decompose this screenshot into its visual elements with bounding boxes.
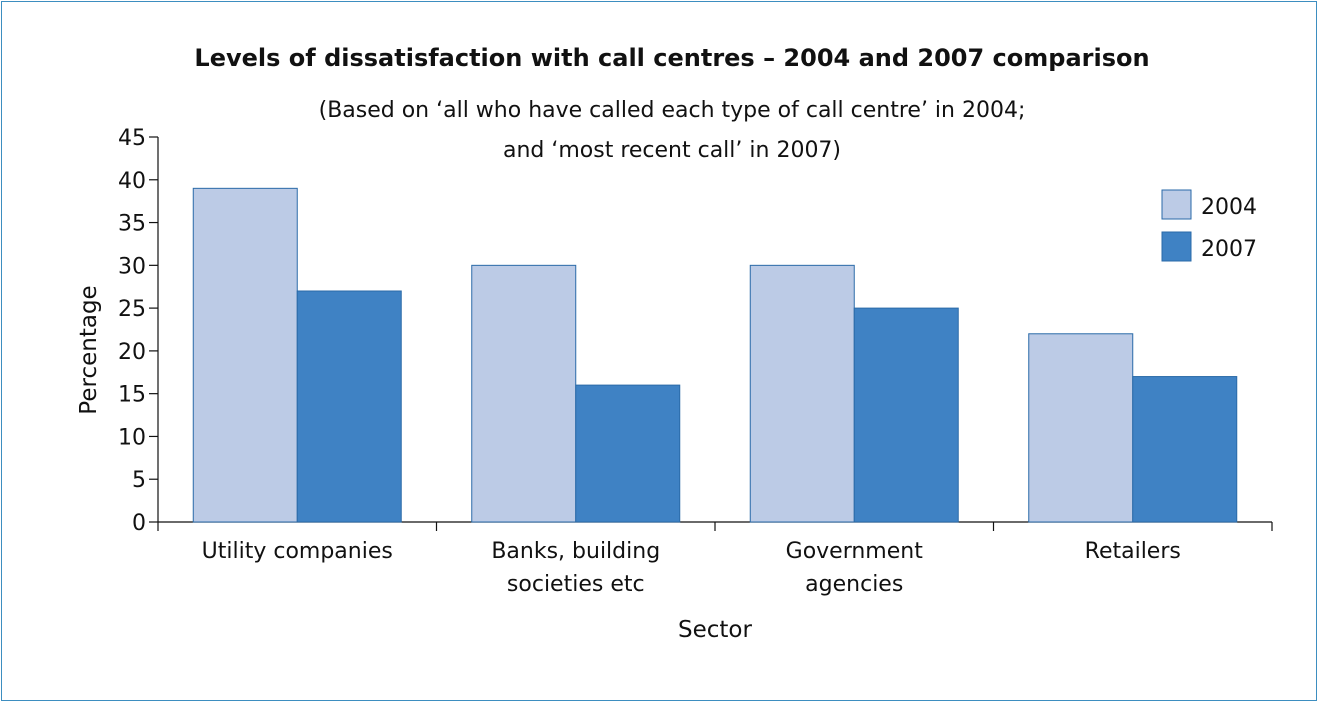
legend-label: 2007 bbox=[1201, 237, 1257, 262]
y-tick-label: 15 bbox=[118, 383, 146, 408]
chart-title: Levels of dissatisfaction with call cent… bbox=[194, 44, 1149, 72]
y-tick-label: 20 bbox=[118, 340, 146, 365]
axes: 0 5 10 15 20 25 30 35 40 45 Utility companies Banks… bbox=[118, 126, 1273, 597]
x-category-label: Government bbox=[786, 539, 924, 564]
y-tick-label: 30 bbox=[118, 254, 146, 279]
x-category-label: Utility companies bbox=[202, 539, 393, 564]
bars bbox=[192, 187, 1238, 523]
chart-subtitle-line-1: (Based on ‘all who have called each type… bbox=[319, 98, 1026, 123]
x-category-label: Banks, building bbox=[491, 539, 660, 564]
legend-label: 2004 bbox=[1201, 195, 1257, 220]
legend: 2004 2007 bbox=[1161, 189, 1257, 262]
bar-2004 bbox=[192, 187, 298, 523]
bar-2007 bbox=[296, 290, 402, 523]
y-axis-label: Percentage bbox=[76, 285, 102, 414]
x-category-label: agencies bbox=[805, 572, 903, 597]
bar-2004 bbox=[1028, 333, 1134, 523]
bar-2007 bbox=[1132, 376, 1238, 523]
bar-2007 bbox=[853, 307, 959, 523]
x-category-label: Retailers bbox=[1085, 539, 1181, 564]
y-tick-label: 5 bbox=[132, 468, 146, 493]
bar-2004 bbox=[749, 264, 855, 523]
bar-2007 bbox=[575, 384, 681, 523]
y-tick-label: 25 bbox=[118, 297, 146, 322]
chart-subtitle-line-2: and ‘most recent call’ in 2007) bbox=[503, 138, 841, 163]
y-tick-label: 0 bbox=[132, 511, 146, 536]
chart: Levels of dissatisfaction with call cent… bbox=[76, 44, 1273, 643]
y-tick-label: 40 bbox=[118, 169, 146, 194]
legend-swatch-2007 bbox=[1161, 231, 1192, 262]
y-tick-label: 10 bbox=[118, 425, 146, 450]
x-category-label: societies etc bbox=[507, 572, 645, 597]
y-tick-label: 35 bbox=[118, 212, 146, 237]
legend-swatch-2004 bbox=[1161, 189, 1192, 220]
x-axis-label: Sector bbox=[678, 617, 752, 643]
y-tick-label: 45 bbox=[118, 126, 146, 151]
bar-2004 bbox=[471, 264, 577, 523]
